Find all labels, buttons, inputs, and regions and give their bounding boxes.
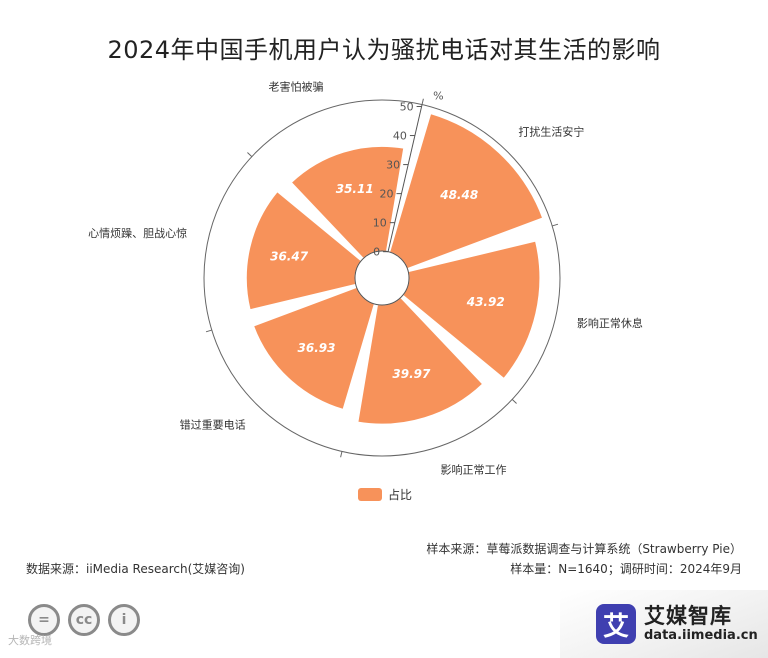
data-label: 36.47 [270, 250, 309, 264]
category-label: 打扰生活安宁 [518, 125, 584, 139]
angular-tick [421, 98, 424, 105]
sample-source: 样本来源：草莓派数据调查与计算系统（Strawberry Pie） [426, 542, 742, 556]
legend[interactable]: 占比 [358, 486, 412, 503]
radial-tick-label: 50 [400, 101, 414, 114]
radial-axis-line [387, 104, 423, 252]
polar-bar-chart: 48.48 打扰生活安宁 43.92 影响正常休息 39.97 影响正常工作 36.93 错过… [88, 80, 643, 477]
category-label: 心情烦躁、胆战心惊 [88, 226, 187, 240]
category-label: 影响正常休息 [577, 316, 643, 330]
data-source: 数据来源：iiMedia Research(艾媒咨询) [26, 562, 245, 576]
radial-tick-label: 40 [393, 130, 407, 143]
radial-tick-label: 20 [379, 188, 393, 201]
category-label: 老害怕被骗 [269, 80, 324, 94]
data-label: 48.48 [439, 188, 478, 202]
angular-tick [552, 223, 559, 227]
category-label: 影响正常工作 [440, 463, 506, 476]
data-label: 36.93 [298, 341, 336, 355]
chart-title: 2024年中国手机用户认为骚扰电话对其生活的影响 [107, 36, 661, 64]
legend-label: 占比 [388, 488, 413, 502]
radial-tick-label: 30 [386, 159, 400, 172]
radial-tick-label: 10 [373, 217, 387, 230]
angular-tick [247, 152, 253, 157]
license-icons: = cc i [28, 604, 140, 636]
watermark: 大数跨境 [8, 634, 52, 647]
legend-swatch [358, 488, 382, 501]
no-derivatives-icon: = [28, 604, 60, 636]
brand-block: 艾 艾媒智库 data.iimedia.cn [596, 604, 758, 644]
radial-axis-unit: % [433, 89, 443, 102]
attribution-icon: i [108, 604, 140, 636]
data-label: 35.11 [336, 182, 374, 196]
brand-background [560, 590, 768, 658]
brand-logo: 艾 [596, 604, 636, 644]
brand-name: 艾媒智库 [644, 604, 732, 628]
sample-size: 样本量：N=1640；调研时间：2024年9月 [510, 562, 742, 576]
radial-tick-label: 0 [373, 246, 380, 259]
polar-inner-circle [354, 250, 410, 306]
angular-tick [205, 329, 212, 333]
brand-url: data.iimedia.cn [644, 628, 758, 643]
polar-outer-circle [203, 99, 561, 457]
data-label: 39.97 [392, 367, 431, 381]
category-label: 错过重要电话 [180, 417, 246, 431]
creative-commons-icon: cc [68, 604, 100, 636]
angular-tick [511, 399, 517, 404]
data-label: 43.92 [466, 295, 505, 309]
angular-tick [340, 451, 343, 458]
